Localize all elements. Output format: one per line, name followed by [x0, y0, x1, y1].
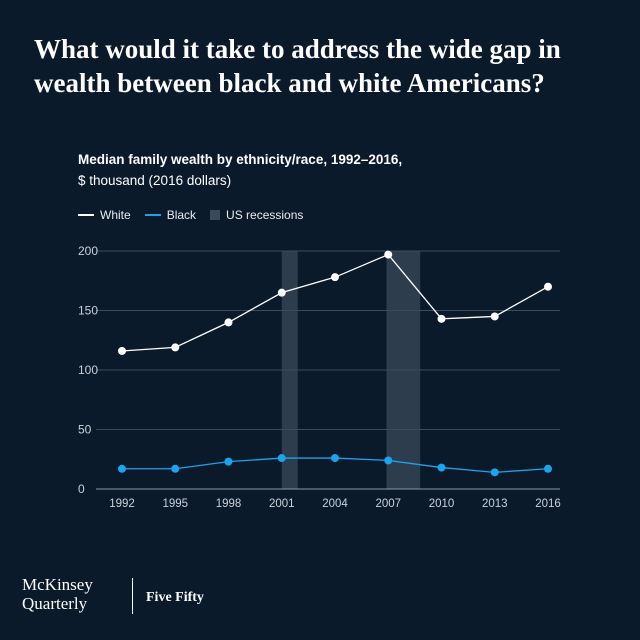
- data-point-white-2010: [437, 314, 446, 323]
- x-tick-label-2010: 2010: [429, 498, 455, 510]
- data-point-black-1995: [171, 464, 180, 473]
- x-tick-label-2013: 2013: [482, 498, 508, 510]
- data-point-white-1992: [118, 346, 126, 355]
- x-tick-label-2016: 2016: [535, 498, 561, 510]
- data-point-black-1992: [118, 464, 126, 473]
- legend-label-black: Black: [166, 208, 197, 222]
- data-point-black-2013: [490, 468, 499, 477]
- legend-label-white: White: [100, 208, 131, 222]
- y-tick-label-150: 150: [78, 304, 98, 318]
- legend-swatch-recessions: [210, 210, 221, 220]
- data-point-black-2016: [544, 464, 552, 473]
- x-tick-label-2007: 2007: [375, 498, 401, 510]
- mckinsey-quarterly-logo: McKinsey Quarterly: [22, 575, 93, 613]
- data-point-white-2001: [277, 288, 286, 297]
- data-point-white-2004: [331, 273, 339, 282]
- series-name: Five Fifty: [146, 590, 204, 605]
- legend-label-recessions: US recessions: [226, 208, 304, 222]
- data-point-white-2016: [544, 282, 552, 291]
- x-tick-label-1995: 1995: [162, 498, 188, 510]
- data-point-black-2001: [277, 454, 286, 463]
- x-tick-label-1998: 1998: [216, 498, 242, 510]
- headline: What would it take to address the wide g…: [34, 34, 561, 98]
- legend-item-white: White: [78, 208, 131, 222]
- chart-subtitle: $ thousand (2016 dollars): [78, 173, 232, 188]
- data-point-black-2004: [331, 454, 339, 463]
- footer-divider: [132, 578, 133, 614]
- y-tick-label-0: 0: [78, 482, 85, 496]
- x-tick-label-2001: 2001: [269, 498, 295, 510]
- y-tick-label-100: 100: [78, 363, 98, 377]
- data-point-white-1998: [224, 318, 233, 327]
- y-tick-label-200: 200: [78, 244, 98, 258]
- data-point-white-1995: [171, 343, 180, 352]
- logo-line-quarterly: Quarterly: [22, 594, 88, 613]
- data-point-white-2007: [384, 250, 393, 259]
- series-line-white: [121, 253, 549, 352]
- x-tick-label-2004: 2004: [322, 498, 348, 510]
- legend-item-recessions: US recessions: [210, 208, 303, 222]
- chart-title: Median family wealth by ethnicity/race, …: [78, 152, 403, 167]
- y-tick-label-50: 50: [78, 423, 92, 437]
- chart-legend: White Black US recessions: [78, 208, 317, 222]
- data-point-black-2007: [384, 456, 393, 465]
- data-point-black-2010: [437, 463, 446, 472]
- logo-line-mckinsey: McKinsey: [22, 575, 93, 594]
- legend-swatch-black: [144, 214, 161, 216]
- data-point-black-1998: [224, 457, 233, 466]
- data-point-white-2013: [490, 312, 499, 321]
- legend-swatch-white: [78, 214, 94, 216]
- x-tick-label-1992: 1992: [109, 498, 135, 510]
- legend-item-black: Black: [144, 208, 197, 222]
